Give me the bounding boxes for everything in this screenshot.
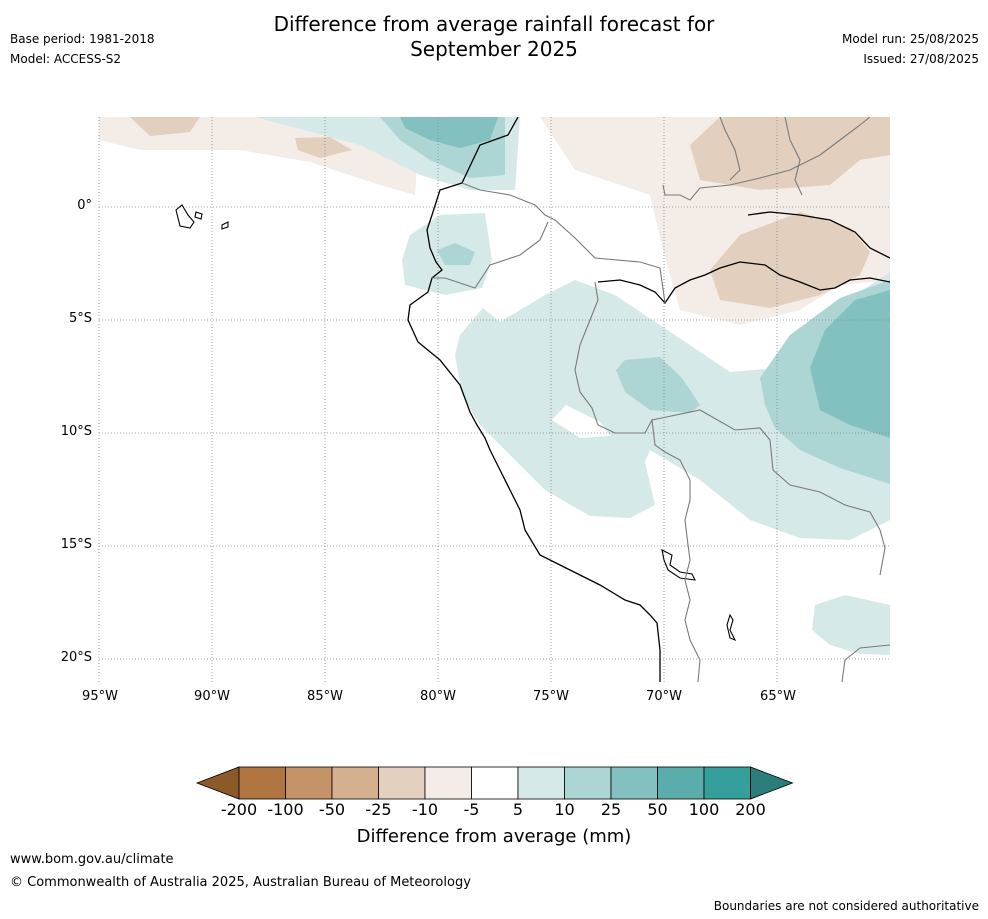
lon-label: 75°W — [533, 689, 569, 704]
lat-label: 10°S — [60, 424, 92, 439]
colorbar-segment — [285, 766, 333, 800]
lon-label: 70°W — [646, 689, 682, 704]
model-run: Model run: 25/08/2025 — [841, 32, 979, 46]
colorbar-tick-label: 200 — [735, 800, 766, 819]
anomaly-region-near-normal — [552, 405, 610, 438]
border-line — [651, 409, 886, 576]
colorbar-segment — [610, 766, 658, 800]
model-name: Model: ACCESS-S2 — [10, 52, 122, 66]
lat-label: 5°S — [68, 311, 92, 326]
border-line — [461, 182, 666, 304]
colorbar-segment — [657, 766, 705, 800]
colorbar-tick-label: -50 — [318, 800, 346, 819]
colorbar-tick-label: -5 — [463, 800, 480, 819]
border-line — [432, 221, 549, 289]
anomaly-region-wet-medium — [616, 357, 700, 413]
colorbar-tick-label: 25 — [600, 800, 622, 819]
colorbar-tick-label: -100 — [267, 800, 304, 819]
issued-date: Issued: 27/08/2025 — [863, 52, 979, 66]
anomaly-region-wet-light — [812, 595, 890, 655]
anomaly-region-wet-strong — [400, 117, 498, 148]
island-outline — [194, 211, 203, 220]
lat-label: 15°S — [60, 537, 92, 552]
base-period: Base period: 1981-2018 — [10, 32, 155, 46]
colorbar-extend-high — [750, 766, 794, 800]
border-line — [662, 117, 871, 201]
colorbar-tick-label: 5 — [512, 800, 524, 819]
chart-title: Difference from average rainfall forecas… — [0, 12, 988, 62]
border-line — [784, 117, 803, 196]
colorbar-segment — [471, 766, 519, 800]
anomaly-region-wet-strong — [810, 290, 890, 438]
title-line-2: September 2025 — [410, 37, 578, 61]
coastline — [597, 261, 890, 305]
anomaly-region-dry-medium — [130, 117, 200, 136]
island-outline — [175, 204, 195, 229]
anomaly-region-dry-medium — [690, 117, 890, 190]
island-outline — [726, 613, 737, 642]
border-line — [574, 281, 701, 682]
colorbar-segment — [424, 766, 472, 800]
lon-label: 90°W — [194, 689, 230, 704]
gridlines — [98, 117, 890, 682]
anomaly-region-dry-medium — [710, 212, 870, 308]
coastline — [407, 117, 661, 682]
lat-label: 0° — [77, 198, 92, 213]
colorbar-extend-low — [195, 766, 240, 800]
lon-label: 85°W — [307, 689, 343, 704]
lon-label: 95°W — [82, 689, 118, 704]
meta-right: Model run: 25/08/2025 Issued: 27/08/2025 — [842, 29, 979, 69]
title-line-1: Difference from average rainfall forecas… — [273, 12, 715, 36]
footer-note: Boundaries are not considered authoritat… — [713, 899, 979, 913]
colorbar-segment — [378, 766, 426, 800]
anomaly-region-dry-medium — [295, 137, 352, 158]
lon-label: 65°W — [760, 689, 796, 704]
border-line — [841, 644, 890, 682]
lat-label: 20°S — [60, 650, 92, 665]
colorbar-segment — [517, 766, 565, 800]
colorbar-tick-label: -200 — [220, 800, 258, 819]
island-outline — [221, 221, 229, 230]
colorbar-tick-label: -10 — [411, 800, 439, 819]
colorbar-tick-label: 50 — [647, 800, 668, 819]
border-line — [719, 117, 741, 181]
coastline — [747, 211, 890, 259]
footer-url[interactable]: www.bom.gov.au/climate — [10, 852, 174, 867]
lon-label: 80°W — [420, 689, 456, 704]
colorbar-tick-label: 10 — [554, 800, 575, 819]
lake-outline — [661, 549, 696, 581]
rainfall-anomaly-field — [99, 117, 890, 655]
colorbar-title: Difference from average (mm) — [356, 826, 632, 847]
colorbar-segment — [238, 766, 286, 800]
colorbar-segment — [331, 766, 379, 800]
footer-copyright: © Commonwealth of Australia 2025, Austra… — [10, 875, 471, 890]
boundaries — [175, 117, 890, 682]
anomaly-region-wet-medium — [437, 243, 475, 265]
colorbar-tick-label: 100 — [688, 800, 720, 819]
colorbar-segment — [703, 766, 751, 800]
meta-left: Base period: 1981-2018 Model: ACCESS-S2 — [10, 29, 155, 69]
colorbar — [195, 766, 794, 800]
colorbar-segment — [564, 766, 612, 800]
colorbar-tick-label: -25 — [365, 800, 392, 819]
